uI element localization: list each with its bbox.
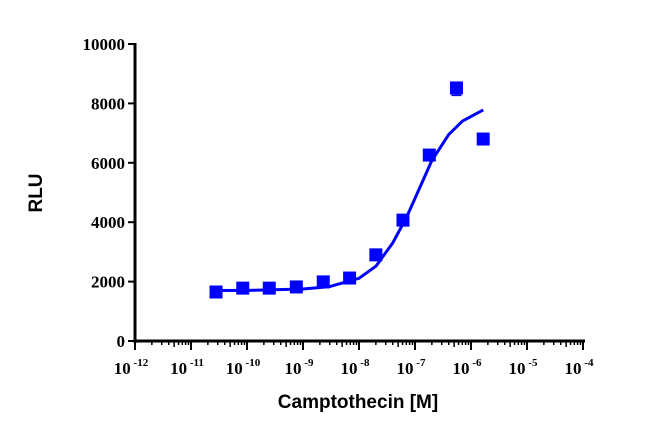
data-point xyxy=(422,148,436,162)
y-tick-label: 0 xyxy=(117,332,126,351)
x-tick-exponent: -8 xyxy=(358,357,370,369)
axes xyxy=(133,43,585,343)
x-tick-label: 10 -12 xyxy=(114,357,149,378)
x-axis-title: Camptothecin [M] xyxy=(278,392,438,413)
x-tick-label: 10 -5 xyxy=(509,357,538,378)
y-tick-label: 2000 xyxy=(91,273,125,292)
fit-curve-group xyxy=(215,108,484,292)
x-tick-label: 10 -11 xyxy=(170,357,204,378)
data-point xyxy=(316,275,330,289)
x-tick-base: 10 xyxy=(285,359,302,378)
x-tick-exponent: -7 xyxy=(414,357,426,369)
x-tick-exponent: -12 xyxy=(131,357,149,369)
x-tick-base: 10 xyxy=(226,359,243,378)
x-tick-base: 10 xyxy=(509,359,526,378)
y-tick-label: 10000 xyxy=(83,35,126,54)
y-tick-label: 4000 xyxy=(91,213,125,232)
x-tick-label: 10 -7 xyxy=(397,357,426,378)
x-tick-exponent: -4 xyxy=(582,357,594,369)
x-tick-label: 10 -6 xyxy=(453,357,482,378)
x-tick-exponent: -11 xyxy=(187,357,204,369)
data-point xyxy=(236,281,250,295)
data-points xyxy=(209,81,490,299)
x-tick-exponent: -10 xyxy=(243,357,261,369)
x-tick-exponent: -9 xyxy=(302,357,314,369)
data-point xyxy=(262,281,276,295)
data-point xyxy=(396,213,410,227)
x-tick-label: 10 -4 xyxy=(565,357,594,378)
y-axis-title: RLU xyxy=(26,173,47,212)
x-tick-label: 10 -8 xyxy=(341,357,370,378)
data-point xyxy=(289,280,303,294)
data-point xyxy=(209,285,223,299)
x-tick-base: 10 xyxy=(453,359,470,378)
x-tick-label: 10 -9 xyxy=(285,357,314,378)
y-axis-ticks: 0 2000 4000 6000 8000 10000 xyxy=(83,35,135,351)
data-point xyxy=(343,271,357,285)
x-tick-base: 10 xyxy=(114,359,131,378)
data-point xyxy=(449,81,463,95)
data-point xyxy=(369,248,383,262)
x-tick-base: 10 xyxy=(341,359,358,378)
x-tick-exponent: -6 xyxy=(470,357,482,369)
x-tick-base: 10 xyxy=(397,359,414,378)
x-tick-label: 10 -10 xyxy=(226,357,261,378)
x-tick-base: 10 xyxy=(565,359,582,378)
data-point xyxy=(476,132,490,146)
x-tick-base: 10 xyxy=(170,359,187,378)
x-axis-ticks: 10 -12 10 -11 10 -10 10 -9 10 -8 10 -7 10 -6 10… xyxy=(114,341,594,378)
x-tick-exponent: -5 xyxy=(526,357,538,369)
y-tick-label: 6000 xyxy=(91,154,125,173)
fit-curve xyxy=(215,108,484,292)
y-tick-label: 8000 xyxy=(91,94,125,113)
